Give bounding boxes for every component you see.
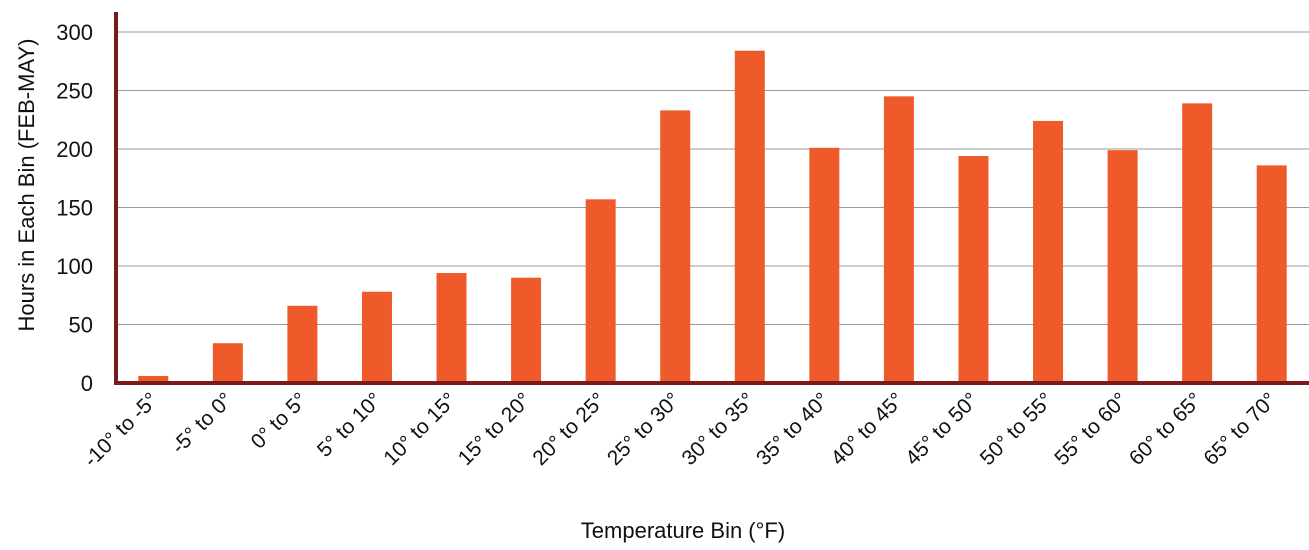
bar: [138, 375, 169, 383]
x-tick-label: 15° to 20°: [454, 388, 536, 470]
x-tick-labels: -10° to -5° -5° to 0° 0° to 5° 5° to 10°10°…: [79, 388, 1281, 471]
bar: [958, 156, 989, 383]
y-tick-labels: 0 50 100 150 200 250 300: [56, 20, 93, 396]
bar: [1182, 103, 1213, 384]
x-tick-label: 25° to 30°: [603, 388, 685, 470]
y-tick-label: 50: [69, 313, 93, 338]
y-tick-label: 150: [56, 196, 93, 221]
bar: [1033, 120, 1064, 384]
x-tick-label: 40° to 45°: [827, 388, 909, 470]
x-tick-label: 0° to 5°: [247, 388, 312, 453]
bar: [361, 291, 392, 383]
bar: [809, 147, 840, 383]
x-tick-label: 45° to 50°: [901, 388, 983, 470]
y-tick-label: 0: [81, 371, 93, 396]
bar: [287, 305, 318, 383]
x-tick-label: 60° to 65°: [1125, 388, 1207, 470]
x-tick-label: 30° to 35°: [678, 388, 760, 470]
y-tick-label: 100: [56, 254, 93, 279]
x-tick-label: 5° to 10°: [313, 388, 387, 462]
x-tick-label: 10° to 15°: [379, 388, 461, 470]
y-tick-label: 300: [56, 20, 93, 45]
x-axis-title: Temperature Bin (°F): [581, 518, 785, 543]
bar: [1256, 165, 1287, 383]
x-tick-label: 35° to 40°: [752, 388, 834, 470]
bar: [1107, 150, 1138, 383]
y-axis-title: Hours in Each Bin (FEB-MAY): [14, 38, 39, 331]
x-tick-label: -10° to -5°: [79, 388, 162, 471]
bar: [585, 199, 616, 383]
y-tick-label: 250: [56, 79, 93, 104]
x-tick-label: -5° to 0°: [167, 388, 237, 458]
bar: [212, 343, 243, 383]
bar: [436, 273, 467, 383]
bar: [511, 277, 542, 383]
y-tick-label: 200: [56, 137, 93, 162]
x-tick-label: 55° to 60°: [1050, 388, 1132, 470]
x-tick-label: 65° to 70°: [1199, 388, 1281, 470]
bar: [883, 96, 914, 383]
x-tick-label: 50° to 55°: [976, 388, 1058, 470]
bar: [660, 110, 691, 383]
bar: [734, 50, 765, 383]
bars: [138, 50, 1287, 384]
x-tick-label: 20° to 25°: [528, 388, 610, 470]
